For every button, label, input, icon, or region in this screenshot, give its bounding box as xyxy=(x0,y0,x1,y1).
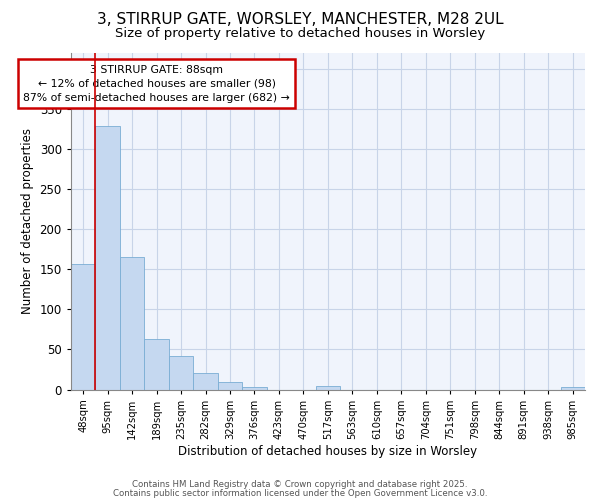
Bar xyxy=(145,339,169,390)
Text: Size of property relative to detached houses in Worsley: Size of property relative to detached ho… xyxy=(115,28,485,40)
Text: 3, STIRRUP GATE, WORSLEY, MANCHESTER, M28 2UL: 3, STIRRUP GATE, WORSLEY, MANCHESTER, M2… xyxy=(97,12,503,28)
Bar xyxy=(169,356,193,390)
Bar xyxy=(95,126,120,390)
Bar xyxy=(316,386,340,390)
Bar xyxy=(218,382,242,390)
Bar xyxy=(560,387,585,390)
Text: Contains HM Land Registry data © Crown copyright and database right 2025.: Contains HM Land Registry data © Crown c… xyxy=(132,480,468,489)
Bar xyxy=(242,387,267,390)
X-axis label: Distribution of detached houses by size in Worsley: Distribution of detached houses by size … xyxy=(178,444,478,458)
Text: Contains public sector information licensed under the Open Government Licence v3: Contains public sector information licen… xyxy=(113,489,487,498)
Y-axis label: Number of detached properties: Number of detached properties xyxy=(21,128,34,314)
Text: 3 STIRRUP GATE: 88sqm
← 12% of detached houses are smaller (98)
87% of semi-deta: 3 STIRRUP GATE: 88sqm ← 12% of detached … xyxy=(23,64,290,102)
Bar xyxy=(71,264,95,390)
Bar xyxy=(120,257,145,390)
Bar xyxy=(193,374,218,390)
